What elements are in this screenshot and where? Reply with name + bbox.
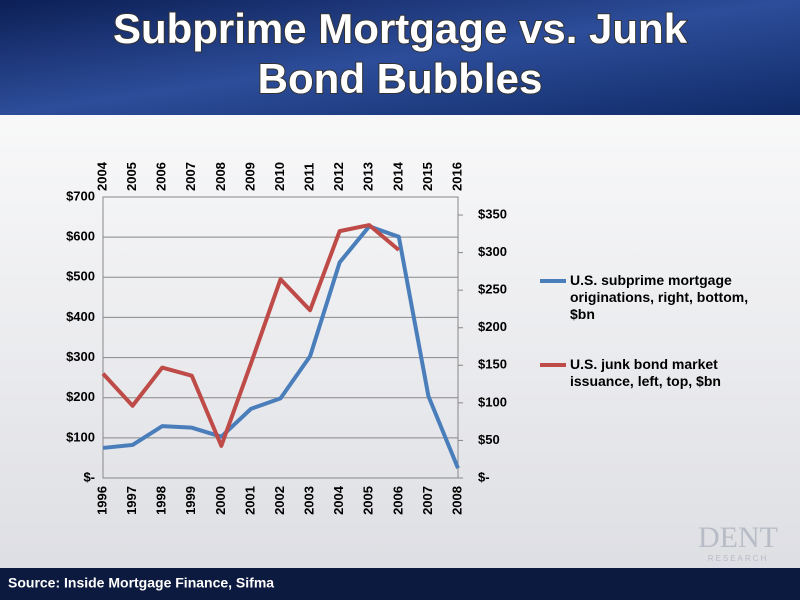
- x2-tick-label: 2010: [272, 162, 287, 191]
- chart-title: Subprime Mortgage vs. Junk Bond Bubbles: [113, 5, 688, 102]
- x-tick-label: 2006: [390, 486, 405, 515]
- x-tick-label: 1997: [124, 486, 139, 515]
- x2-tick-label: 2015: [420, 162, 435, 191]
- x-tick-label: 2003: [302, 486, 317, 515]
- title-banner: [0, 0, 800, 115]
- y2-tick-label: $300: [478, 244, 507, 259]
- series-line: [101, 223, 401, 448]
- series-line: [102, 224, 460, 469]
- y-tick-label: $500: [66, 269, 95, 284]
- x2-tick-label: 2004: [94, 161, 109, 191]
- x2-tick-label: 2016: [449, 162, 464, 191]
- legend-label: U.S. subprime mortgage originations, rig…: [570, 272, 749, 322]
- x-tick-label: 2005: [361, 486, 376, 515]
- source: Source: Inside Mortgage Finance, Sifma: [8, 575, 274, 591]
- legend-entry: U.S. subprime mortgage originations, rig…: [570, 272, 749, 322]
- y-tick-label: $700: [66, 188, 95, 203]
- x2-tick-label: 2012: [331, 162, 346, 191]
- y2-tick-label: $50: [478, 432, 500, 447]
- x-tick-label: 2002: [272, 486, 287, 515]
- x2-tick-label: 2013: [361, 162, 376, 191]
- y-tick-label: $-: [83, 469, 95, 484]
- x-tick-label: 2007: [420, 486, 435, 515]
- x-tick-label: 1998: [154, 486, 169, 515]
- y-tick-label: $300: [66, 349, 95, 364]
- x-tick-label: 2004: [331, 485, 346, 515]
- y2-tick-label: $350: [478, 206, 507, 221]
- x2-tick-label: 2006: [154, 162, 169, 191]
- y2-tick-label: $150: [478, 357, 507, 372]
- x2-tick-label: 2007: [183, 162, 198, 191]
- y2-tick-label: $250: [478, 282, 507, 297]
- y-tick-label: $400: [66, 309, 95, 324]
- legend-label: U.S. junk bond market issuance, left, to…: [570, 356, 721, 389]
- y-tick-label: $100: [66, 429, 95, 444]
- y-tick-label: $200: [66, 389, 95, 404]
- x-tick-label: 1996: [94, 486, 109, 515]
- x-tick-label: 2000: [213, 486, 228, 515]
- y2-tick-label: $200: [478, 319, 507, 334]
- y2-tick-label: $100: [478, 394, 507, 409]
- x2-tick-label: 2011: [302, 163, 317, 191]
- x2-tick-label: 2008: [213, 162, 228, 191]
- logo: DENT: [698, 521, 778, 554]
- footer-bar: [0, 568, 800, 600]
- x2-tick-label: 2009: [242, 162, 257, 191]
- y2-tick-label: $-: [478, 469, 490, 484]
- legend-entry: U.S. junk bond market issuance, left, to…: [570, 356, 721, 389]
- x2-tick-label: 2005: [124, 162, 139, 191]
- x-tick-label: 2008: [449, 486, 464, 515]
- y-tick-label: $600: [66, 229, 95, 244]
- logo-sub: RESEARCH: [708, 554, 768, 563]
- x2-tick-label: 2014: [390, 161, 405, 191]
- x-tick-label: 1999: [183, 486, 198, 515]
- x-tick-label: 2001: [242, 486, 257, 515]
